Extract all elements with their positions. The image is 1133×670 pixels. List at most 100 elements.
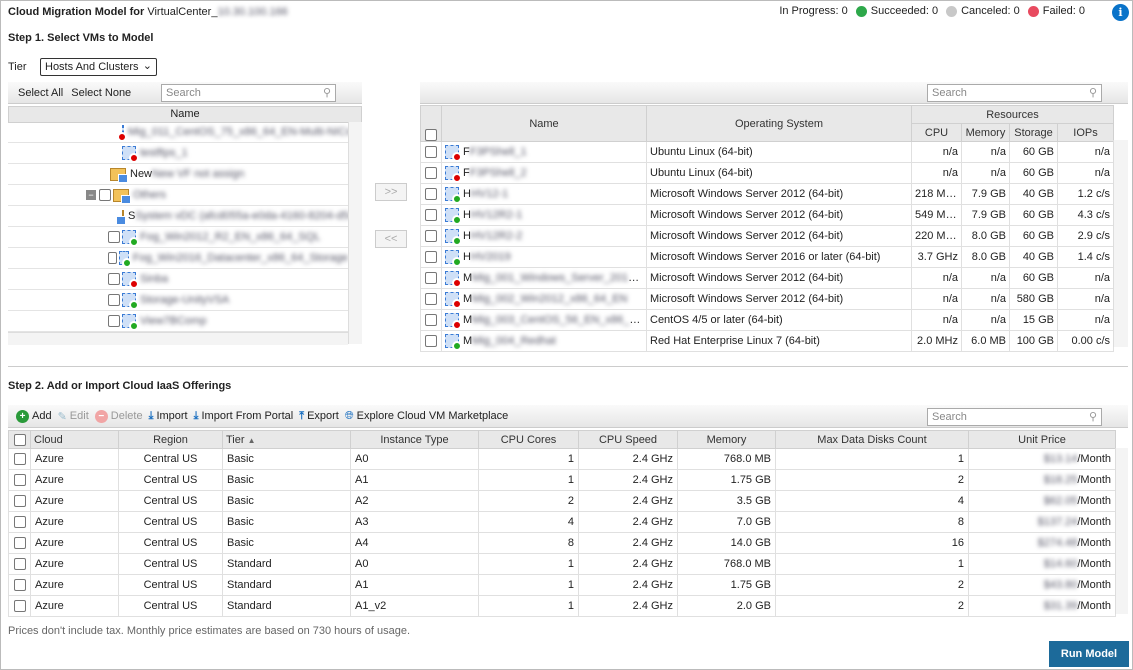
row-checkbox[interactable] <box>425 251 437 264</box>
tree-node[interactable]: Fog_Win2016_Datacenter_x86_64_Storage <box>8 248 348 269</box>
add-button[interactable]: + Add <box>16 409 52 423</box>
status-count: In Progress: 0 <box>779 5 848 17</box>
edit-button[interactable]: ✎ Edit <box>57 410 89 423</box>
offering-row[interactable]: Azure Central US Standard A0 1 2.4 GHz 7… <box>8 553 1116 575</box>
tree-node-label: New VF not assign <box>152 168 245 180</box>
row-checkbox[interactable] <box>13 600 26 613</box>
tree-node[interactable]: − Others <box>8 185 348 206</box>
info-icon[interactable]: i <box>1112 4 1129 21</box>
import-from-portal-button[interactable]: ⤓ Import From Portal <box>193 409 294 423</box>
offering-row[interactable]: Azure Central US Basic A3 4 2.4 GHz 7.0 … <box>8 511 1116 533</box>
selected-vms-search[interactable]: Search ⚲ <box>927 84 1102 102</box>
tree-node[interactable]: New New VF not assign <box>8 164 348 185</box>
row-checkbox[interactable] <box>425 314 437 327</box>
row-checkbox[interactable] <box>13 474 26 487</box>
tree-node-checkbox[interactable] <box>108 273 120 285</box>
row-checkbox[interactable] <box>13 579 26 592</box>
remove-selected-button[interactable]: << <box>375 230 407 248</box>
offering-row[interactable]: Azure Central US Standard A1 1 2.4 GHz 1… <box>8 574 1116 596</box>
selected-vms-scrollbar[interactable] <box>1113 140 1128 347</box>
tree-node[interactable]: Fog_Win2012_R2_EN_x86_64_SQL <box>8 227 348 248</box>
row-checkbox[interactable] <box>13 558 26 571</box>
col-instance-type[interactable]: Instance Type <box>350 430 479 449</box>
vm-row[interactable]: HHV12R2-2 Microsoft Windows Server 2012 … <box>420 225 1115 247</box>
vm-os: Microsoft Windows Server 2016 or later (… <box>646 246 912 268</box>
offering-row[interactable]: Azure Central US Basic A4 8 2.4 GHz 14.0… <box>8 532 1116 554</box>
tree-node[interactable]: Storage-UnityVSA <box>8 290 348 311</box>
offering-row[interactable]: Azure Central US Basic A2 2 2.4 GHz 3.5 … <box>8 490 1116 512</box>
offerings-search[interactable]: Search ⚲ <box>927 408 1102 426</box>
vm-row[interactable]: MMig_003_CentOS_56_EN_x86_64_VMID_2 Cent… <box>420 309 1115 331</box>
offering-row[interactable]: Azure Central US Standard A1_v2 1 2.4 GH… <box>8 595 1116 617</box>
select-all-link[interactable]: Select All <box>18 87 64 99</box>
vm-tree-hscrollbar[interactable] <box>8 332 348 345</box>
collapse-icon[interactable]: − <box>86 190 96 200</box>
tree-node-checkbox[interactable] <box>108 315 120 327</box>
row-checkbox[interactable] <box>13 537 26 550</box>
col-memory[interactable]: Memory <box>677 430 776 449</box>
row-checkbox[interactable] <box>425 188 437 201</box>
col-iops[interactable]: IOPs <box>1056 123 1115 142</box>
offerings-scrollbar[interactable] <box>1115 448 1128 614</box>
tree-node[interactable]: S System vDC (afcd055a-e0da-4160-8204-d54… <box>8 206 348 227</box>
delete-button[interactable]: − Delete <box>94 409 143 423</box>
tree-node-label: View7BComp <box>140 315 207 327</box>
tree-node[interactable]: testftps_1 <box>8 143 348 164</box>
import-button[interactable]: ⤓ Import <box>148 409 188 423</box>
vm-row[interactable]: FF3PShell_2 Ubuntu Linux (64-bit) n/a n/… <box>420 162 1115 184</box>
tree-node[interactable]: Sinba <box>8 269 348 290</box>
row-checkbox[interactable] <box>13 495 26 508</box>
row-checkbox[interactable] <box>425 167 437 180</box>
explore-marketplace-button[interactable]: 🌐︎ Explore Cloud VM Marketplace <box>344 409 509 423</box>
col-max-disks[interactable]: Max Data Disks Count <box>775 430 969 449</box>
select-all-checkbox[interactable] <box>13 433 26 446</box>
col-cloud[interactable]: Cloud <box>30 430 119 449</box>
tree-node[interactable]: Mig_011_CentOS_75_x86_64_EN-Multi-NICs <box>8 122 348 143</box>
vm-os: Microsoft Windows Server 2012 (64-bit) <box>646 204 912 226</box>
add-selected-button[interactable]: >> <box>375 183 407 201</box>
vm-tree-vscrollbar[interactable] <box>348 122 362 344</box>
col-name[interactable]: Name <box>441 105 647 142</box>
offering-row[interactable]: Azure Central US Basic A1 1 2.4 GHz 1.75… <box>8 469 1116 491</box>
vm-row[interactable]: MMig_002_Win2012_x86_64_EN Microsoft Win… <box>420 288 1115 310</box>
row-checkbox[interactable] <box>425 230 437 243</box>
tree-node-checkbox[interactable] <box>108 231 120 243</box>
vm-row[interactable]: HHV2019 Microsoft Windows Server 2016 or… <box>420 246 1115 268</box>
export-button[interactable]: ⤒ Export <box>299 409 339 423</box>
vm-tree-search[interactable]: Search ⚲ <box>161 84 336 102</box>
offering-row[interactable]: Azure Central US Basic A0 1 2.4 GHz 768.… <box>8 448 1116 470</box>
row-checkbox[interactable] <box>425 146 437 159</box>
select-none-link[interactable]: Select None <box>71 87 132 99</box>
vm-row[interactable]: HHV12R2-1 Microsoft Windows Server 2012 … <box>420 204 1115 226</box>
tree-node-checkbox[interactable] <box>108 252 117 264</box>
row-checkbox[interactable] <box>425 335 437 348</box>
tree-node[interactable]: View7BComp <box>8 311 348 332</box>
row-checkbox[interactable] <box>425 272 437 285</box>
col-os[interactable]: Operating System <box>646 105 912 142</box>
cpu-speed: 2.4 GHz <box>578 553 678 575</box>
col-cpu-cores[interactable]: CPU Cores <box>478 430 579 449</box>
row-checkbox[interactable] <box>13 516 26 529</box>
col-cpu-speed[interactable]: CPU Speed <box>578 430 678 449</box>
vm-iops: 2.9 c/s <box>1056 225 1115 247</box>
col-cpu[interactable]: CPU <box>911 123 962 142</box>
max-disks: 1 <box>775 553 969 575</box>
row-checkbox[interactable] <box>425 293 437 306</box>
row-checkbox[interactable] <box>13 453 26 466</box>
tier-select[interactable]: Hosts And Clusters ⌄ <box>40 58 157 76</box>
vm-row[interactable]: HHV12-1 Microsoft Windows Server 2012 (6… <box>420 183 1115 205</box>
run-model-button[interactable]: Run Model <box>1049 641 1129 667</box>
col-region[interactable]: Region <box>118 430 223 449</box>
tree-node-checkbox[interactable] <box>99 189 111 201</box>
col-tier[interactable]: Tier ▲ <box>222 430 351 449</box>
vm-row[interactable]: FF3PShell_1 Ubuntu Linux (64-bit) n/a n/… <box>420 141 1115 163</box>
select-all-checkbox[interactable] <box>425 129 437 141</box>
col-unit-price[interactable]: Unit Price <box>968 430 1116 449</box>
vm-row[interactable]: MMig_001_Windows_Server_2012_R2_STD_E...… <box>420 267 1115 289</box>
col-memory[interactable]: Memory <box>961 123 1010 142</box>
col-storage[interactable]: Storage <box>1009 123 1058 142</box>
vm-row[interactable]: MMig_004_Redhat Red Hat Enterprise Linux… <box>420 330 1115 352</box>
max-disks: 2 <box>775 469 969 491</box>
tree-node-checkbox[interactable] <box>108 294 120 306</box>
row-checkbox[interactable] <box>425 209 437 222</box>
